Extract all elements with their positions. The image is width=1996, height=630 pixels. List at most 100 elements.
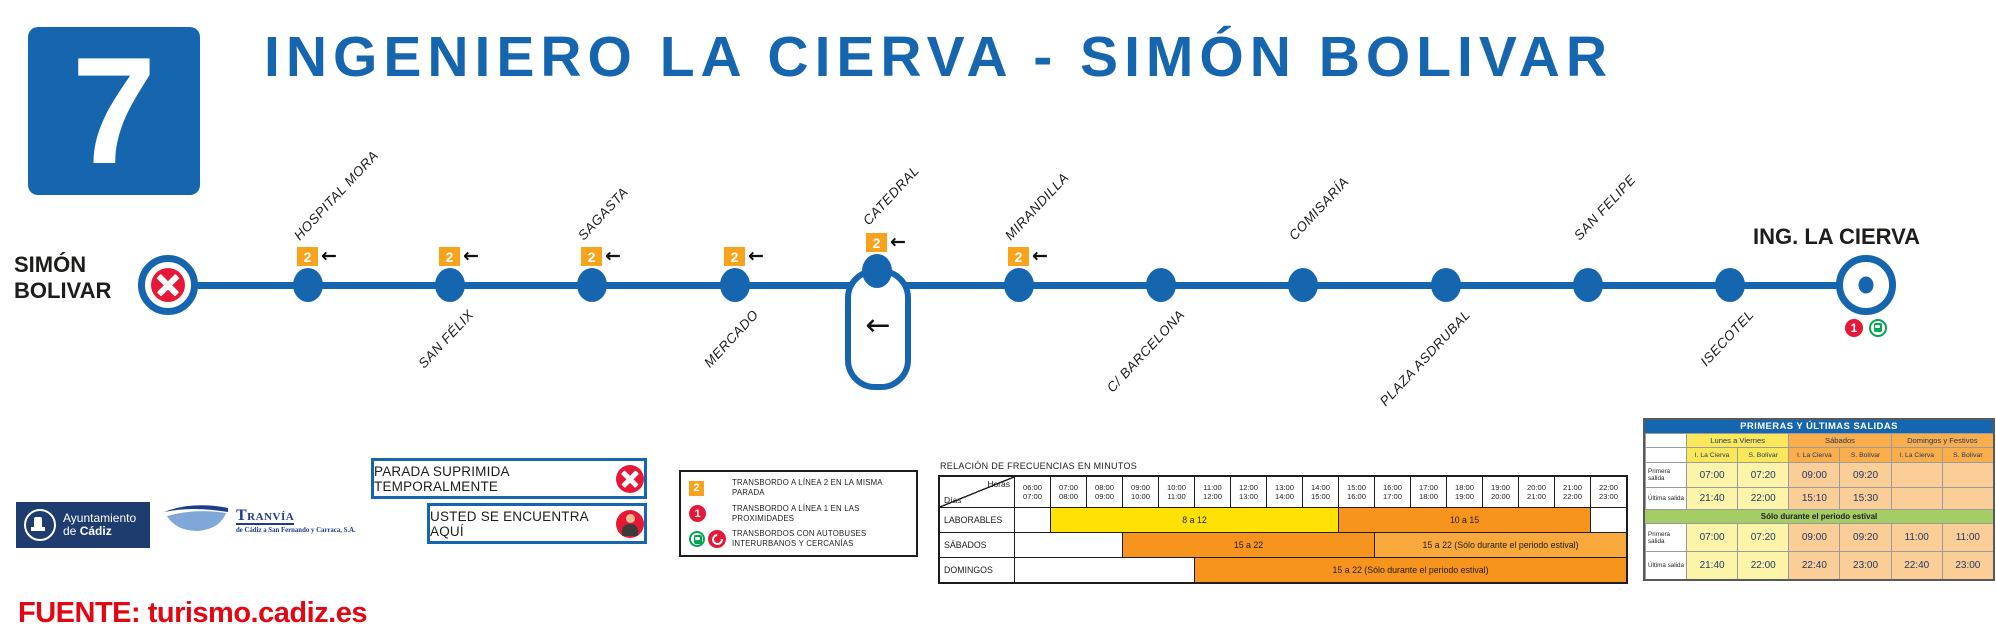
stop-label: COMISARÍA [1286,174,1352,243]
stop-label: HOSPITAL MORA [291,147,382,243]
frequency-hour-column: 16:00 17:00 [1374,477,1410,507]
terminus-subheader-cell: I. La Cierva [1686,447,1738,462]
frequency-span [1014,533,1122,557]
city-crest-icon [24,509,56,541]
frequency-table-title: RELACIÓN DE FRECUENCIAS EN MINUTOS [940,461,1138,471]
frequency-hour-column: 15:00 16:00 [1338,477,1374,507]
terminus-subheader-cell: S. Bolívar [1839,447,1891,462]
direction-arrow-icon: ← [463,245,479,267]
legend-suppressed-stop: PARADA SUPRIMIDA TEMPORALMENTE [371,458,647,499]
frequency-span: 15 a 22 (Sólo durante el periodo estival… [1374,533,1626,557]
hour-from: 09:00 [1130,482,1150,492]
departure-time-cell: 22:40 [1788,551,1840,579]
group-header-cell: Domingos y Festivos [1890,433,1993,447]
interurban-bus-icon [1869,319,1887,337]
frequency-span [1014,558,1194,582]
stop-marker [293,268,323,302]
departure-time-cell: 23:00 [1839,551,1891,579]
stop-label: ISECOTEL [1697,307,1757,369]
departure-time-cell: 15:30 [1839,487,1891,509]
hour-from: 13:00 [1274,482,1294,492]
legend-you-are-here-text: USTED SE ENCUENTRA AQUÍ [430,508,589,539]
frequency-hour-column: 12:00 13:00 [1230,477,1266,507]
frequency-row: LABORABLES 8 a 12 10 a 15 [940,507,1626,532]
hour-from: 06:00 [1022,482,1042,492]
hour-from: 21:00 [1562,482,1582,492]
tranvia-logo-name: Tranvía [236,507,295,525]
frequency-hour-column: 22:00 23:00 [1590,477,1626,507]
frequency-hour-column: 07:00 08:00 [1050,477,1086,507]
departure-time-cell [1941,487,1993,509]
hour-to: 18:00 [1418,492,1438,501]
frequency-hour-column: 10:00 11:00 [1158,477,1194,507]
estival-divider: Sólo durante el periodo estival [1645,509,1993,523]
hour-to: 14:00 [1274,492,1294,501]
line-1-transfer-icon: 1 [1845,319,1863,337]
departure-time-cell: 07:20 [1737,462,1789,487]
frequency-row: SÁBADOS 15 a 22 15 a 22 (Sólo durante el p… [940,532,1626,557]
stop-marker [435,268,465,302]
frequency-corner-cell: Horas Días [940,477,1014,507]
stop-label: CATEDRAL [860,162,923,228]
terminus-subheader-cell: S. Bolívar [1941,447,1993,462]
departure-time-cell: 22:40 [1890,551,1942,579]
stop-label: SAN FELIPE [1571,172,1639,243]
legend-item-interurban: TRANSBORDOS CON AUTOBUSES INTERURBANOS Y… [689,529,908,549]
stop-label: C/ BARCELONA [1104,307,1188,396]
departure-time-cell: 22:00 [1737,551,1789,579]
terminus-label-simon-bolivar: SIMÓN BOLIVAR [14,252,112,303]
hour-to: 16:00 [1346,492,1366,501]
frequency-day-label: LABORABLES [944,515,1003,525]
departures-table: PRIMERAS Y ÚLTIMAS SALIDAS Lunes a Viern… [1643,418,1995,581]
hour-from: 20:00 [1526,482,1546,492]
stop-marker [720,268,750,302]
frequency-span [1014,508,1050,532]
row-label-cell: Última salida [1645,487,1686,509]
spacer-cell [1645,433,1686,447]
departure-time-cell: 09:00 [1788,462,1840,487]
stop-marker [1573,268,1603,302]
departure-time-cell: 07:20 [1737,523,1789,551]
stop-label: SAN FÉLIX [415,307,477,372]
ayuntamiento-logo: Ayuntamiento de Cádiz [16,502,150,548]
hour-to: 13:00 [1238,492,1258,501]
interurban-bus-icon [689,531,705,547]
hour-to: 09:00 [1094,492,1114,501]
terminus-transfer-icons: 1 [1845,319,1887,337]
tranvia-swoosh-icon [164,505,228,531]
stop-marker [1288,268,1318,302]
tranvia-logo-subtitle: de Cádiz a San Fernando y Carraca, S.A. [236,527,356,534]
stop-marker [1146,268,1176,302]
terminus-label-ing-la-cierva: ING. LA CIERVA [1753,224,1921,249]
frequency-row: DOMINGOS 15 a 22 (Sólo durante el periodo… [940,557,1626,582]
frequency-day-label: SÁBADOS [944,540,987,550]
frequency-span: 8 a 12 [1050,508,1338,532]
group-header-cell: Sábados [1788,433,1891,447]
hour-to: 08:00 [1058,492,1078,501]
line-number-badge: 7 [28,27,200,195]
loop-direction-arrow-icon: ← [865,308,891,343]
transfer-2-badge: 2 [297,247,318,266]
row-label-cell: Primera salida [1645,462,1686,487]
line-1-badge-icon: 1 [689,505,706,522]
suppressed-stop-icon [151,268,185,302]
transfer-2-badge: 2 [439,247,460,266]
terminus-dot [1858,276,1874,294]
hour-from: 08:00 [1094,482,1114,492]
source-credit: FUENTE: turismo.cadiz.es [18,597,367,629]
departure-time-cell: 09:20 [1839,462,1891,487]
hour-from: 18:00 [1454,482,1474,492]
terminus-subheader-cell: I. La Cierva [1890,447,1942,462]
frequency-hour-column: 14:00 15:00 [1302,477,1338,507]
frequency-span: 15 a 22 [1122,533,1374,557]
legend-you-are-here: USTED SE ENCUENTRA AQUÍ [427,503,647,544]
stop-marker [1004,268,1034,302]
hour-to: 19:00 [1454,492,1474,501]
hour-from: 12:00 [1238,482,1258,492]
direction-arrow-icon: ← [748,245,764,267]
departure-time-cell: 11:00 [1890,523,1942,551]
transfer-2-badge: 2 [581,247,602,266]
transfer-2-badge: 2 [724,247,745,266]
hour-from: 10:00 [1166,482,1186,492]
group-header-cell: Lunes a Viernes [1686,433,1789,447]
